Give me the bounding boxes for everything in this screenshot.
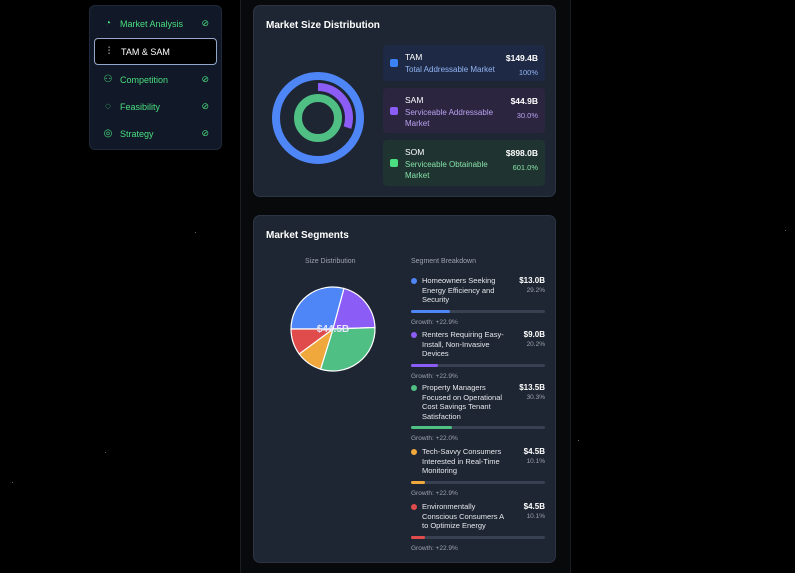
segment-color-dot — [411, 278, 417, 284]
segment-share-bar — [411, 426, 545, 429]
users-icon: ⚇ — [103, 74, 113, 85]
nav-item-competition[interactable]: ⚇ Competition ⊘ — [103, 74, 209, 85]
check-icon: ⊘ — [201, 101, 209, 111]
pie-slice — [332, 287, 376, 330]
segment-color-dot — [411, 385, 417, 391]
pie-slice — [290, 328, 335, 355]
card-title: Market Size Distribution — [266, 20, 380, 31]
segment-item: Tech-Savvy Consumers Interested in Real-… — [411, 447, 545, 497]
nav-item-feasibility[interactable]: ◌ Feasibility ⊘ — [94, 93, 217, 120]
check-icon: ⊘ — [201, 74, 209, 84]
segment-share-bar — [411, 480, 545, 484]
segment-share-bar — [411, 309, 545, 313]
step-nav: ◔ Market Analysis ⊘ ⫶ TAM & SAM ⚇ Compet… — [89, 5, 222, 150]
color-swatch — [390, 106, 398, 115]
bar-chart-icon: ⫶ — [107, 46, 111, 57]
color-swatch — [390, 159, 398, 167]
segment-item: Environmentally Conscious Consumers A to… — [411, 502, 545, 552]
segment-pie-chart: $44.5B — [290, 286, 376, 372]
nav-item-strategy[interactable]: ◎ Strategy ⊘ — [103, 128, 209, 139]
card-title: Market Segments — [266, 230, 349, 241]
market-row-som: SOM Serviceable Obtainable Market $898.0… — [383, 140, 545, 186]
target-icon: ◎ — [103, 128, 113, 139]
size-distribution-label: Size Distribution — [305, 258, 356, 265]
segment-color-dot — [411, 504, 417, 510]
ring-sam — [283, 83, 353, 153]
market-row-tam: TAM Total Addressable Market $149.4B 100… — [383, 45, 545, 81]
check-icon: ⊘ — [201, 128, 209, 138]
pie-chart-icon: ◔ — [104, 18, 112, 29]
check-icon: ⊘ — [201, 18, 209, 28]
check-circle-icon: ◌ — [105, 101, 111, 112]
segment-item: Homeowners Seeking Energy Efficiency and… — [411, 276, 545, 326]
segment-breakdown-label: Segment Breakdown — [411, 258, 476, 265]
segment-share-bar — [411, 535, 545, 539]
color-swatch — [390, 59, 398, 67]
market-rings-chart — [272, 72, 364, 164]
nav-item-market-analysis[interactable]: ◔ Market Analysis ⊘ — [94, 10, 217, 37]
pie-slice — [290, 286, 345, 330]
pie-center-value: $44.5B — [317, 324, 349, 335]
segment-color-dot — [411, 449, 417, 455]
market-size-card: Market Size Distribution TAM Total Addre… — [253, 5, 556, 197]
ring-tam — [272, 72, 364, 164]
pie-slice — [319, 326, 376, 372]
segment-color-dot — [411, 332, 417, 338]
nav-item-tam-sam[interactable]: ⫶ TAM & SAM — [94, 38, 217, 65]
market-row-sam: SAM Serviceable Addressable Market $44.9… — [383, 88, 545, 133]
segment-item: Property Managers Focused on Operational… — [411, 383, 545, 442]
ring-som — [294, 94, 342, 142]
market-segments-card: Market Segments Size Distribution Segmen… — [253, 215, 556, 563]
segment-item: Renters Requiring Easy-Install, Non-Inva… — [411, 330, 545, 380]
segment-share-bar — [411, 363, 545, 367]
